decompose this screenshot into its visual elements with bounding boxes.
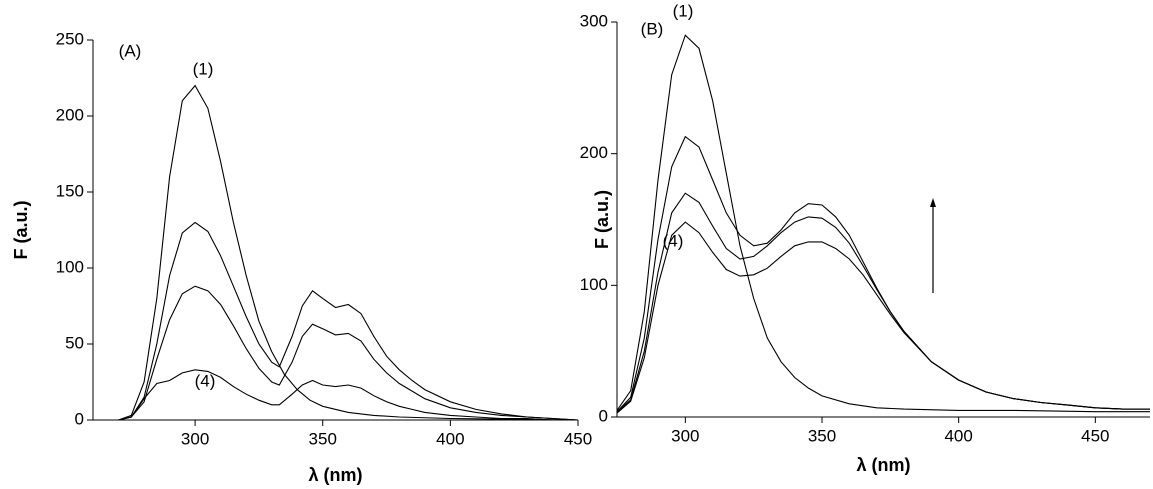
arrow-head — [930, 198, 936, 207]
annotation: (B) — [641, 19, 664, 38]
annotation: (4) — [195, 371, 216, 390]
y-tick-label: 200 — [580, 143, 608, 162]
x-tick-label: 400 — [436, 429, 464, 448]
y-tick-label: 200 — [56, 105, 84, 124]
annotation: (A) — [119, 41, 142, 60]
line-series — [616, 34, 1150, 413]
x-tick-label: 300 — [181, 429, 209, 448]
y-tick-label: 0 — [599, 406, 608, 425]
x-axis-label: λ (nm) — [857, 455, 911, 475]
y-tick-label: 300 — [580, 11, 608, 30]
y-axis-label: F (a.u.) — [592, 190, 612, 249]
x-tick-label: 300 — [671, 426, 699, 445]
line-series — [118, 285, 579, 421]
y-tick-label: 0 — [75, 409, 84, 428]
line-series — [616, 135, 1150, 413]
x-tick-label: 450 — [564, 429, 592, 448]
x-tick-label: 450 — [1081, 426, 1109, 445]
line-series — [118, 84, 579, 421]
x-axis-label: λ (nm) — [309, 465, 363, 485]
annotation: (1) — [673, 1, 694, 20]
annotation: (4) — [663, 231, 684, 250]
x-tick-label: 400 — [944, 426, 972, 445]
y-axis-label: F (a.u.) — [11, 201, 31, 260]
line-series — [118, 369, 578, 421]
y-tick-label: 100 — [56, 257, 84, 276]
y-tick-label: 150 — [56, 181, 84, 200]
line-series — [118, 221, 579, 421]
y-tick-label: 250 — [56, 29, 84, 48]
x-tick-label: 350 — [808, 426, 836, 445]
annotation: (1) — [193, 59, 214, 78]
line-series — [616, 192, 1150, 413]
x-tick-label: 350 — [309, 429, 337, 448]
y-tick-label: 50 — [65, 333, 84, 352]
line-series — [616, 221, 1150, 414]
y-tick-label: 100 — [580, 275, 608, 294]
